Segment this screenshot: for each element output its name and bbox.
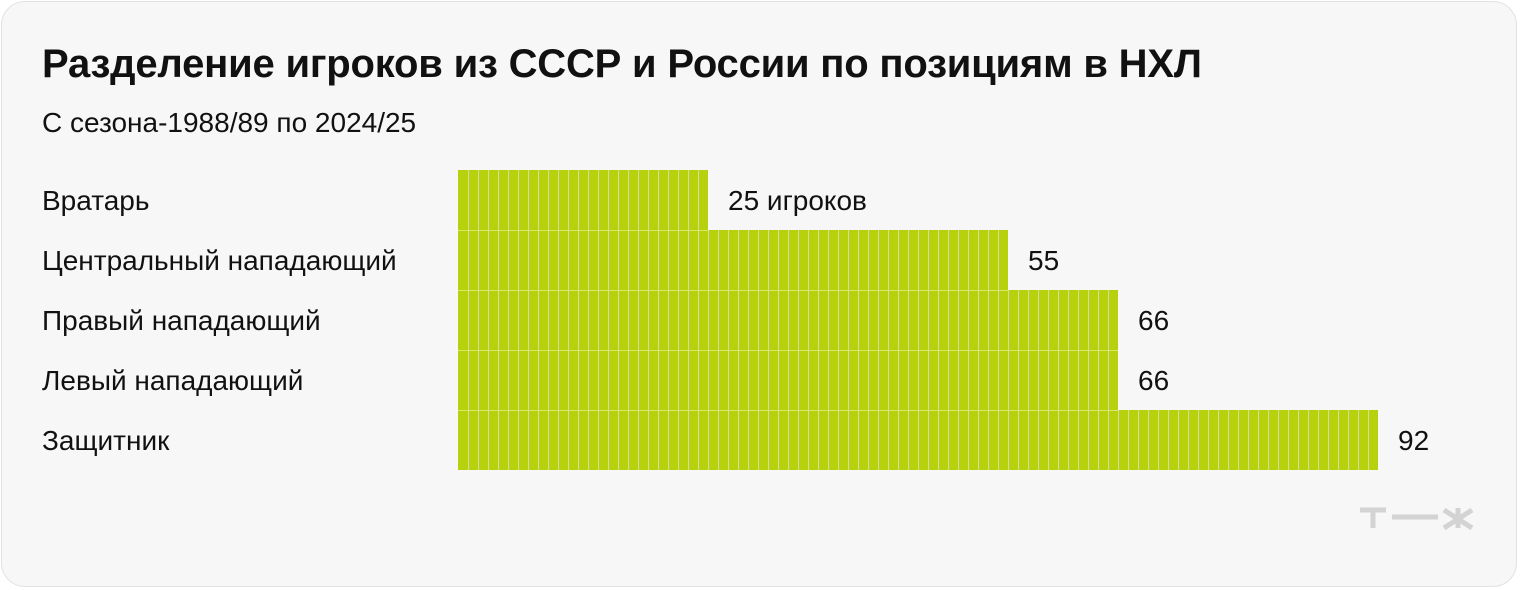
chart-title: Разделение игроков из СССР и России по п… <box>42 42 1202 86</box>
bar-unit-lines <box>468 170 699 230</box>
value-label: 92 <box>1398 425 1429 456</box>
bar-row: Левый нападающий 66 <box>42 350 1169 410</box>
category-label: Левый нападающий <box>42 365 303 396</box>
bar <box>458 230 1008 290</box>
value-label: 55 <box>1028 245 1059 276</box>
bar-unit-lines <box>468 350 1109 410</box>
value-label: 66 <box>1138 305 1169 336</box>
bar-unit-lines <box>468 290 1109 350</box>
chart-subtitle: С сезона-1988/89 по 2024/25 <box>42 107 417 138</box>
bar <box>458 170 708 230</box>
bar-unit-lines <box>468 410 1369 470</box>
value-label: 66 <box>1138 365 1169 396</box>
value-label: 25 игроков <box>728 185 867 216</box>
category-label: Защитник <box>42 425 170 456</box>
bar-unit-lines <box>468 230 999 290</box>
category-label: Вратарь <box>42 185 149 216</box>
bar-row: Защитник 92 <box>42 410 1429 470</box>
category-label: Центральный нападающий <box>42 245 397 276</box>
bar-row: Центральный нападающий 55 <box>42 230 1059 290</box>
category-label: Правый нападающий <box>42 305 321 336</box>
bar-row: Вратарь 25 игроков <box>42 170 867 230</box>
bar-row: Правый нападающий 66 <box>42 290 1169 350</box>
tzh-logo-icon <box>1360 507 1474 530</box>
